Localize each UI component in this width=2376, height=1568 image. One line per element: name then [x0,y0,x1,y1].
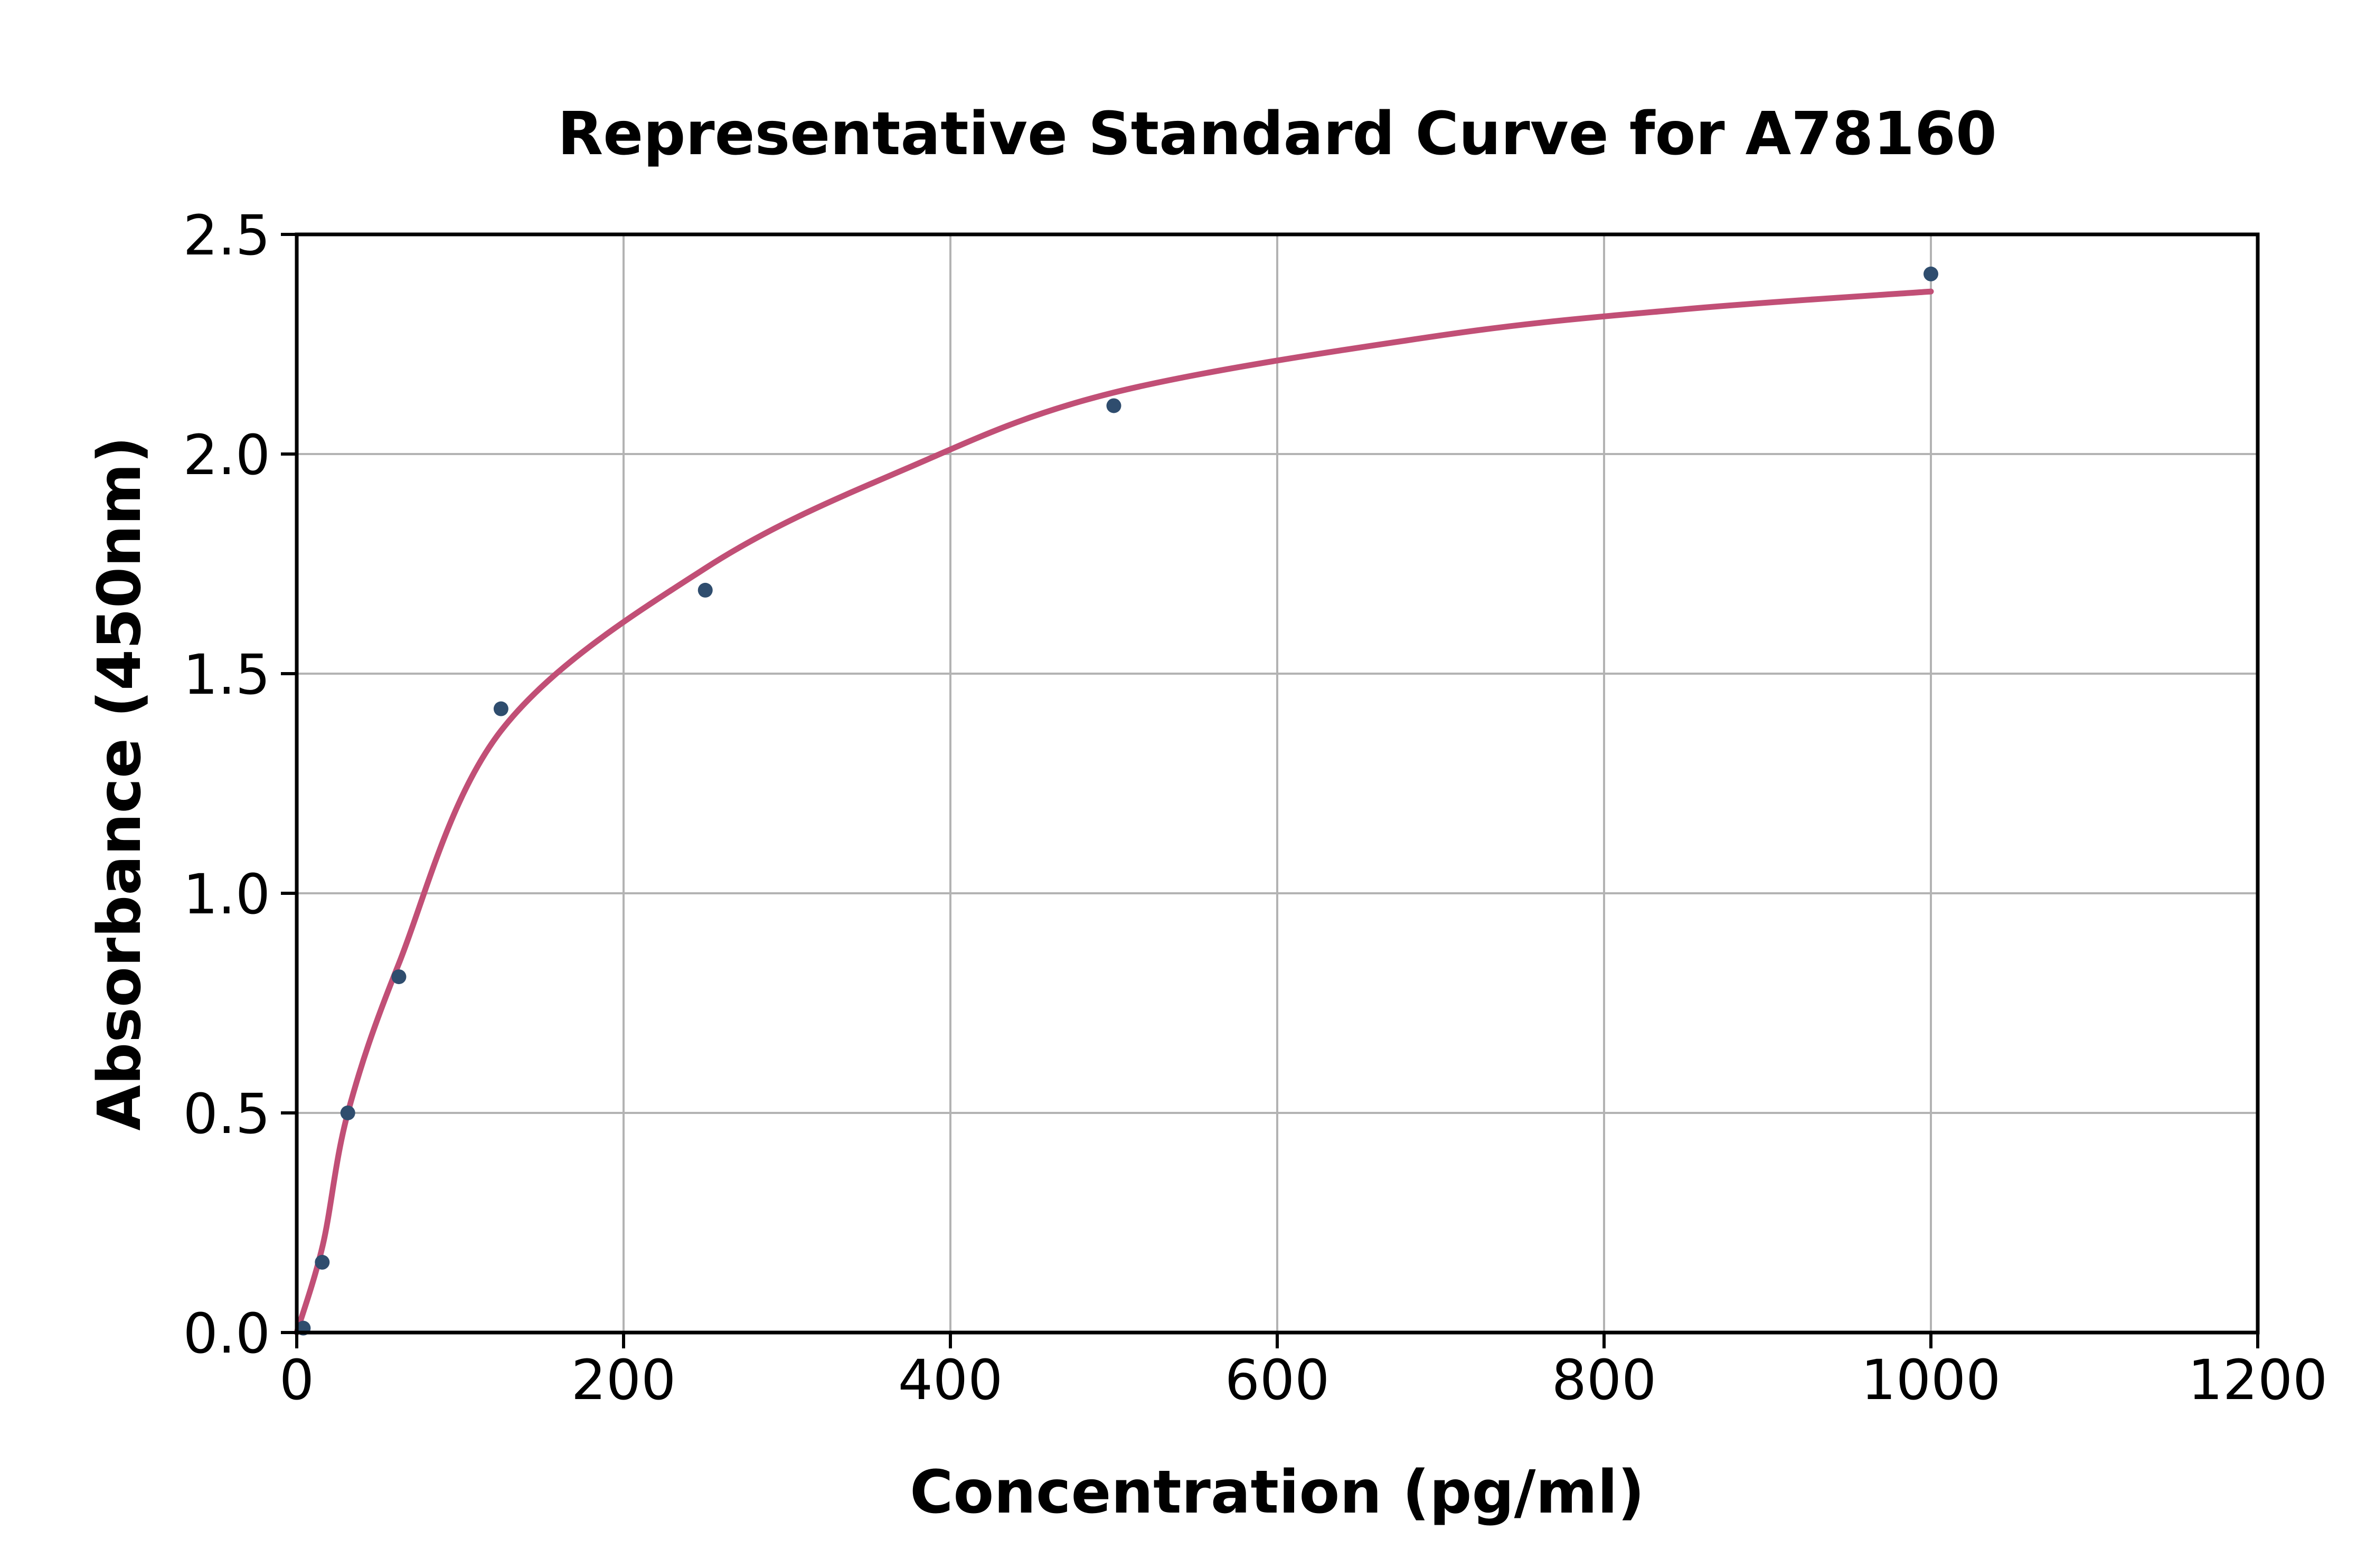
data-point [493,701,508,716]
y-axis-label: Absorbance (450nm) [86,436,154,1130]
y-tick-label: 1.0 [183,862,270,927]
x-tick-label: 1000 [1861,1348,2001,1412]
x-tick-label: 600 [1225,1348,1330,1412]
curve-layer [294,288,1934,1336]
y-tick-label: 2.0 [183,423,270,487]
data-point [315,1254,330,1270]
data-point [1924,266,1938,281]
x-tick-label: 0 [279,1348,314,1412]
x-tick-label: 800 [1552,1348,1657,1412]
tick-layer [281,233,2259,1348]
y-tick-label: 2.5 [183,203,270,268]
chart-title: Representative Standard Curve for A78160 [558,100,1997,168]
data-point [340,1106,355,1120]
scatter-point-layer [296,266,1938,1336]
x-axis-label: Concentration (pg/ml) [910,1458,1645,1527]
x-tick-label: 400 [898,1348,1003,1412]
data-point [1106,398,1121,413]
x-tick-label: 1200 [2188,1348,2328,1412]
grid-layer [296,233,2259,1334]
y-tick-label: 0.0 [183,1301,270,1366]
x-tick-label: 200 [571,1348,676,1412]
data-point [391,969,407,985]
y-tick-label: 0.5 [183,1082,270,1146]
y-tick-label: 1.5 [183,643,270,707]
fitted-curve-path [294,288,1934,1336]
tick-label-layer: 0 200 400 600 800 1000 1200 0.0 0.5 1.0 1.5 2.0 2.5 [183,203,2328,1412]
data-point [697,582,713,598]
